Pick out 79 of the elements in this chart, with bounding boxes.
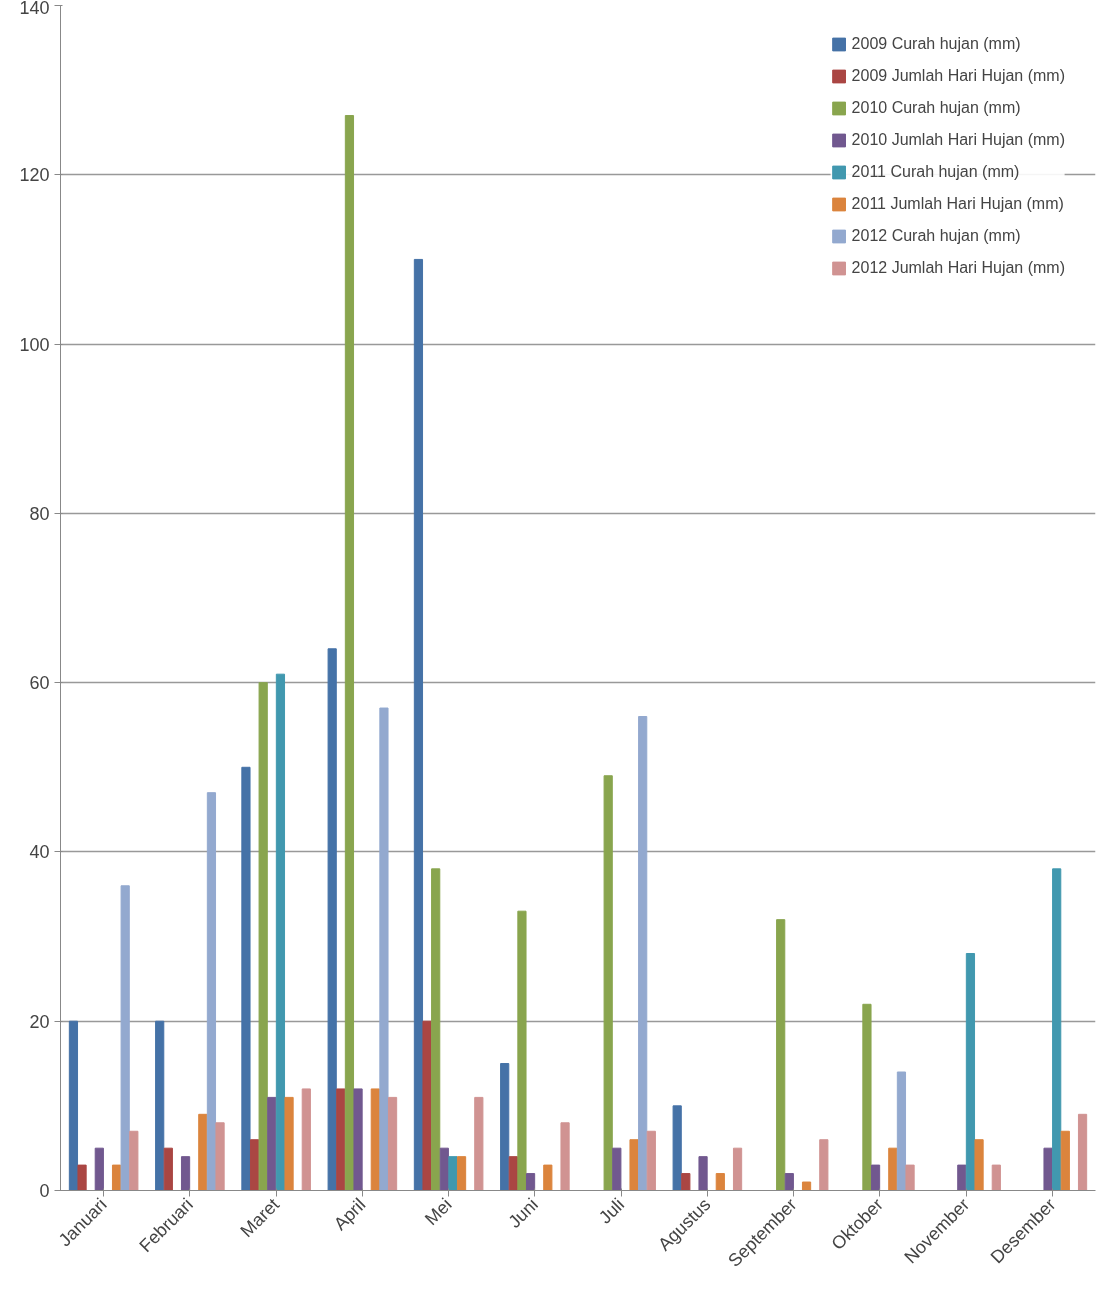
bar <box>327 648 337 1191</box>
bar <box>1043 1147 1053 1191</box>
bar <box>474 1096 484 1191</box>
legend-label: 2011 Jumlah Hari Hujan (mm) <box>851 195 1064 213</box>
bar <box>198 1113 208 1191</box>
bar <box>517 910 527 1191</box>
bar <box>94 1147 104 1191</box>
bar <box>801 1181 812 1191</box>
bar <box>1052 868 1062 1191</box>
bar <box>698 1156 708 1191</box>
bar <box>603 775 613 1191</box>
bar <box>258 682 268 1191</box>
legend-label: 2009 Curah hujan (mm) <box>851 35 1021 53</box>
bar <box>129 1130 139 1191</box>
y-tick-label: 60 <box>29 673 50 694</box>
bar <box>784 1173 794 1191</box>
bar <box>776 919 786 1191</box>
bar <box>155 1020 165 1191</box>
bar <box>870 1164 881 1191</box>
bar <box>819 1139 829 1191</box>
bar <box>991 1164 1001 1191</box>
bar <box>344 115 355 1191</box>
bar <box>965 953 976 1191</box>
bar <box>215 1122 225 1191</box>
bar <box>163 1147 173 1191</box>
bar <box>1060 1130 1070 1191</box>
legend-label: 2011 Curah hujan (mm) <box>851 163 1020 181</box>
bar <box>275 673 286 1191</box>
y-tick-label: 40 <box>29 842 50 863</box>
y-tick-label: 140 <box>19 0 50 18</box>
bar <box>301 1088 311 1191</box>
bar <box>905 1164 915 1191</box>
bar <box>629 1139 639 1191</box>
y-tick-label: 120 <box>19 165 50 186</box>
bar <box>413 258 424 1191</box>
bar <box>68 1020 79 1191</box>
bar <box>896 1071 907 1191</box>
bar <box>560 1122 570 1191</box>
bar <box>862 1003 872 1191</box>
bar <box>525 1173 536 1191</box>
bar <box>500 1063 510 1191</box>
bar <box>638 716 648 1191</box>
bar <box>672 1105 682 1191</box>
bar <box>284 1096 294 1191</box>
y-tick-label: 100 <box>19 334 50 355</box>
bar <box>120 885 130 1191</box>
bar <box>456 1156 467 1191</box>
bar <box>180 1156 191 1191</box>
y-tick-label: 20 <box>29 1011 50 1032</box>
y-tick-label: 0 <box>39 1181 50 1201</box>
bar <box>336 1088 346 1191</box>
bar <box>422 1020 432 1191</box>
bar <box>387 1096 398 1191</box>
legend-label: 2012 Jumlah Hari Hujan (mm) <box>851 259 1065 277</box>
bar <box>431 868 441 1191</box>
x-tick-label: Juli <box>594 1194 629 1228</box>
legend-label: 2009 Jumlah Hari Hujan (mm) <box>851 67 1065 85</box>
bar <box>974 1139 984 1191</box>
bar <box>957 1164 967 1191</box>
bar <box>241 766 251 1191</box>
bar <box>267 1096 277 1191</box>
bar <box>448 1156 458 1191</box>
x-tick-label: Mei <box>421 1194 456 1230</box>
bar <box>206 792 217 1191</box>
bar <box>646 1130 656 1191</box>
bar <box>715 1173 725 1191</box>
bar <box>77 1164 87 1191</box>
bar <box>353 1088 363 1191</box>
y-tick-label: 80 <box>29 503 50 524</box>
legend-label: 2010 Curah hujan (mm) <box>851 99 1021 117</box>
bar <box>732 1147 743 1191</box>
bar <box>612 1147 622 1191</box>
bar <box>681 1173 691 1191</box>
bar <box>379 707 389 1191</box>
bar <box>543 1164 553 1191</box>
bar <box>1077 1113 1088 1191</box>
bar <box>888 1147 898 1191</box>
legend-label: 2012 Curah hujan (mm) <box>851 227 1021 245</box>
legend-label: 2010 Jumlah Hari Hujan (mm) <box>851 131 1065 149</box>
